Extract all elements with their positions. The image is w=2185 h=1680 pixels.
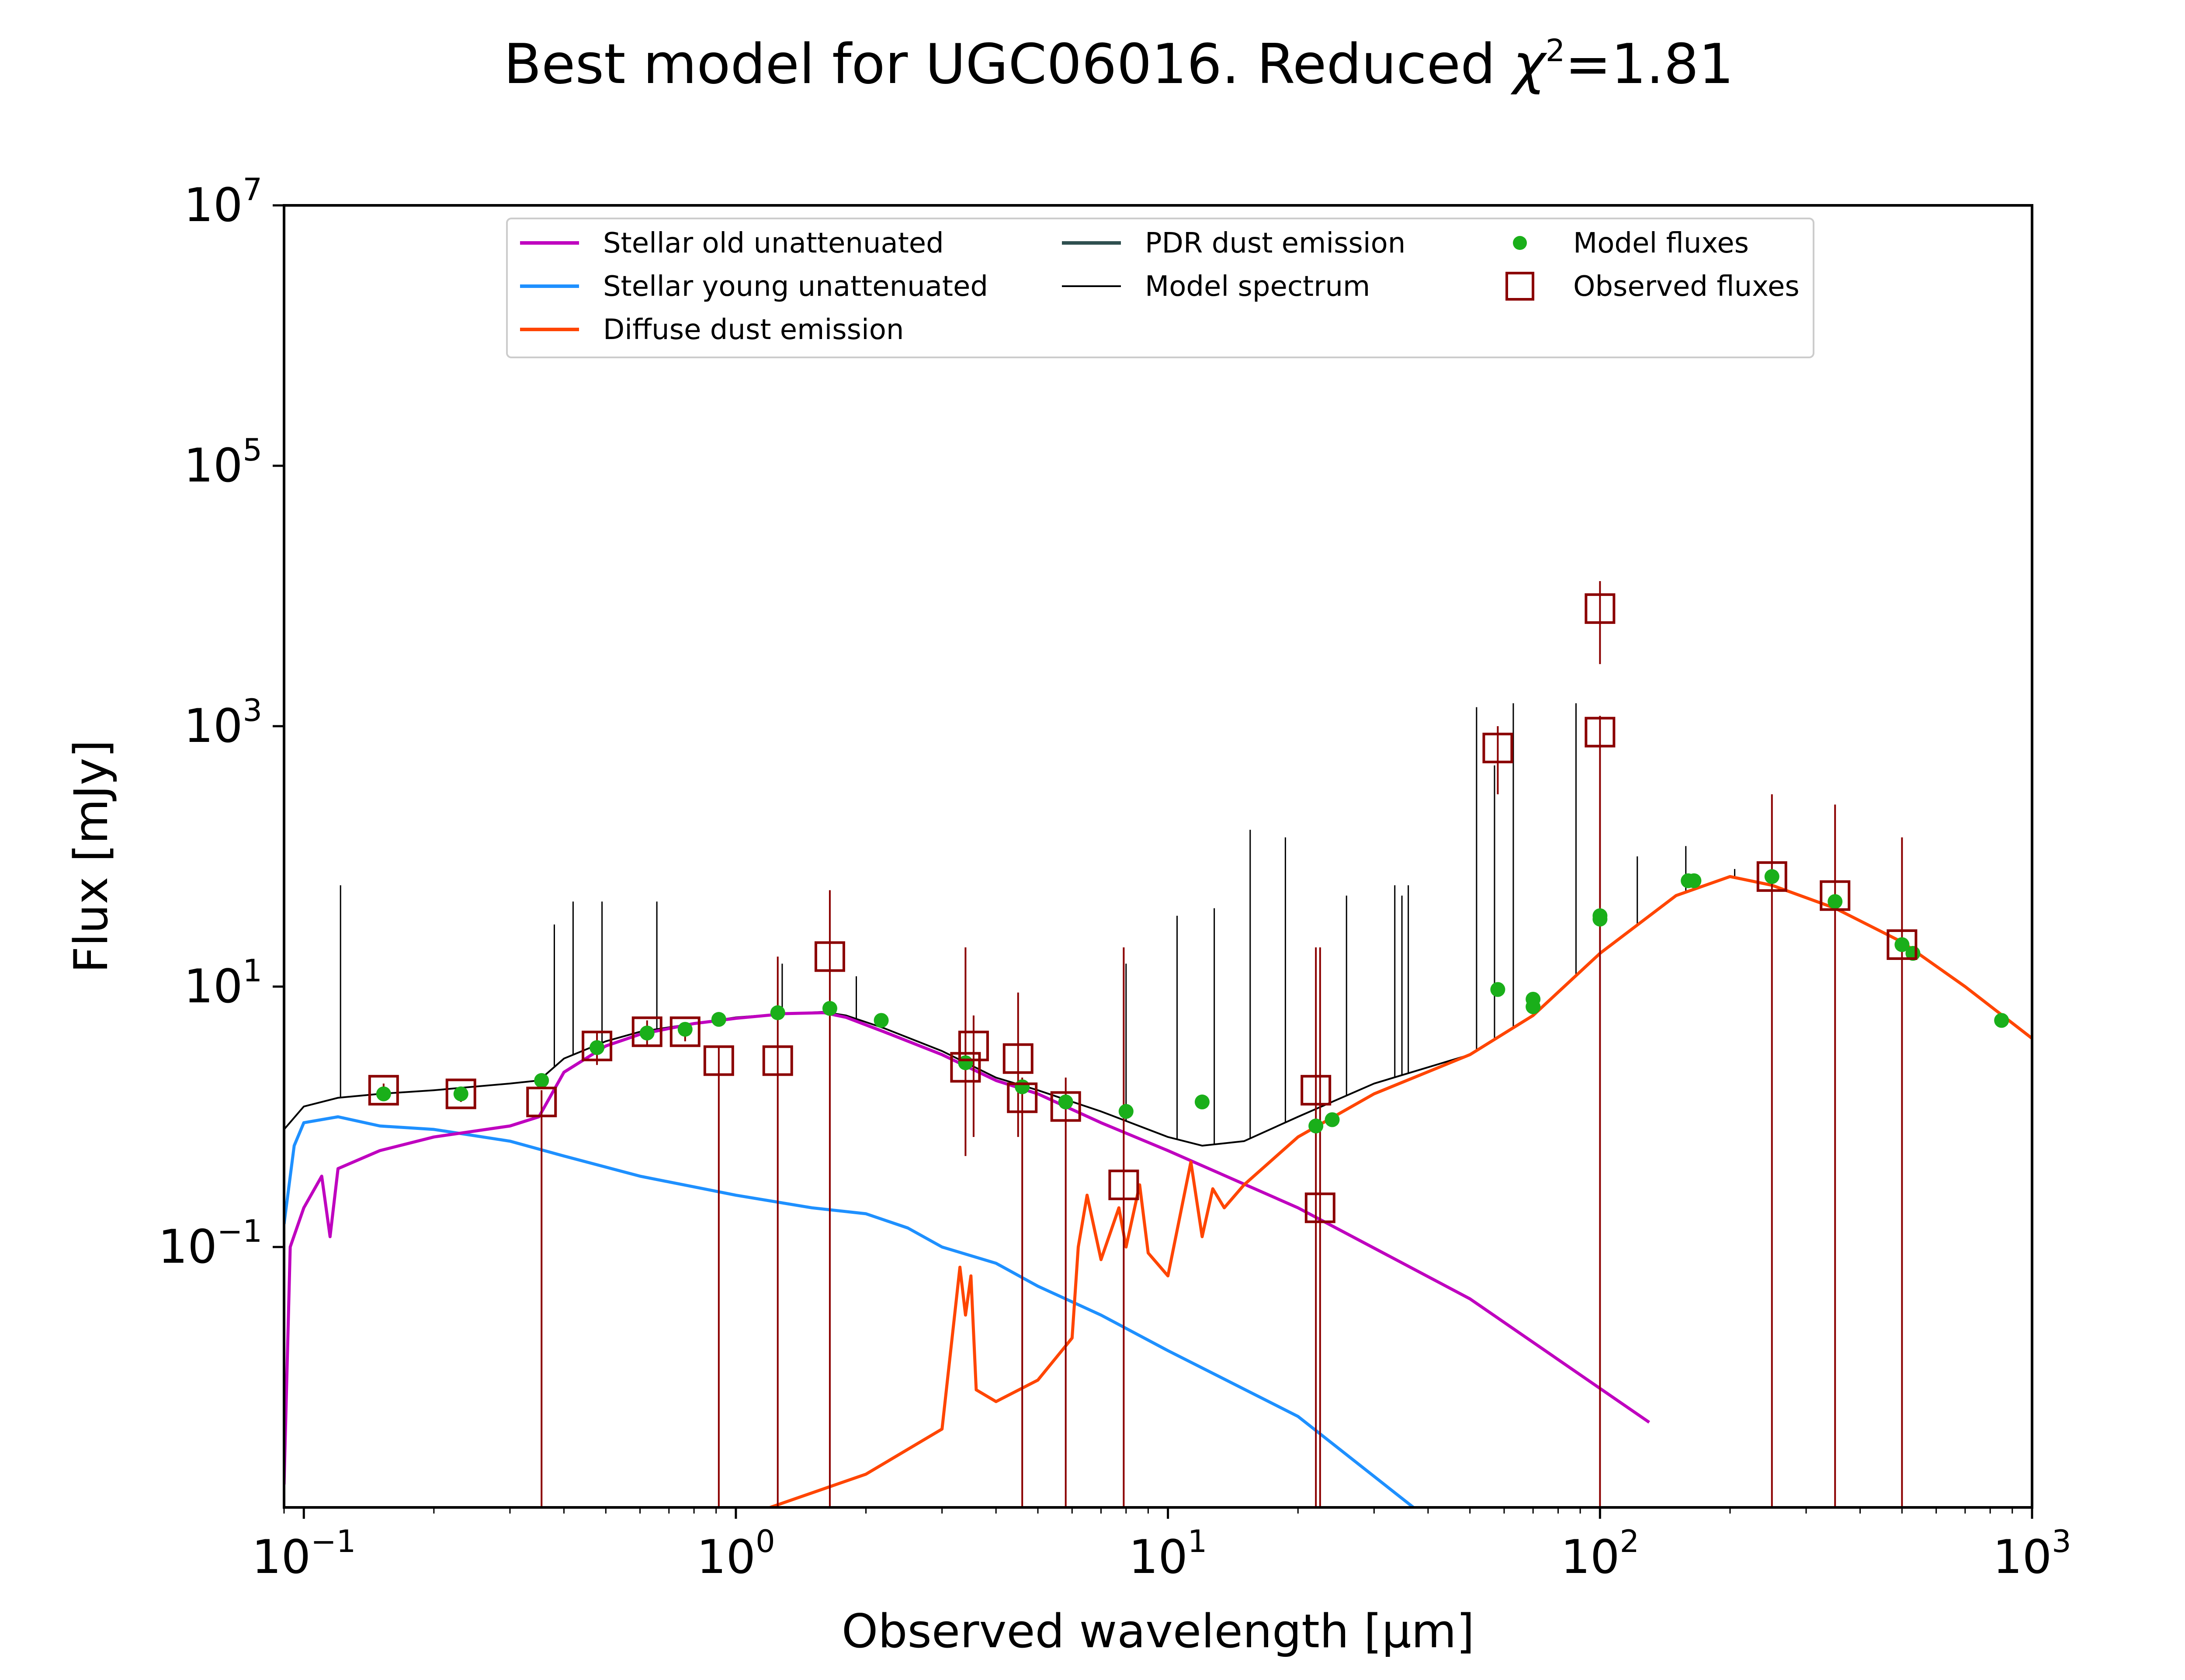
axes-layer: 10−1 100 101 102 103 10−1 101 103 105 107 [158,172,2071,1584]
legend-box [506,218,1814,358]
model-flux-point [1994,1013,2009,1028]
legend-label: Observed fluxes [1573,270,1800,303]
y-tick-label: 107 [184,172,262,232]
model-flux-point [1894,937,1910,952]
model-flux-point [1118,1104,1134,1119]
legend-label: Stellar young unattenuated [603,270,988,303]
x-tick-label: 103 [1993,1524,2071,1584]
observed-flux-point [1585,593,1616,624]
model-flux-point [376,1086,391,1102]
model-flux-point [1058,1095,1073,1110]
x-tick-label: 101 [1129,1524,1207,1584]
observed-flux-point [958,1030,989,1061]
observed-flux-point [1301,1075,1332,1106]
legend-label: Model fluxes [1573,227,1749,260]
observed-flux-point [669,1016,701,1047]
observed-flux-point [1304,1192,1335,1223]
x-tick-label: 100 [697,1524,775,1584]
observed-flux-point [1756,861,1787,892]
observed-flux-point [582,1030,613,1061]
y-tick-label: 103 [184,693,262,753]
legend-label: Model spectrum [1145,270,1370,303]
observed-flux-point [1050,1091,1081,1122]
model-flux-point [639,1025,655,1041]
model-flux-point [1194,1095,1210,1110]
stellar-young-line [284,1115,1415,1507]
observed-flux-point [1887,929,1918,960]
observed-flux-point [631,1016,662,1047]
plot-data-layer [284,581,2032,1507]
model-flux-point [1325,1112,1340,1127]
model-flux-point [1592,908,1608,923]
diffuse-dust-line [770,875,2032,1507]
x-axis-label: Observed wavelength [μm] [842,1604,1474,1658]
observed-flux-point [1007,1082,1038,1113]
x-tick-label: 102 [1561,1524,1639,1584]
observed-flux-point [1585,717,1616,748]
observed-flux-point [445,1078,476,1109]
model-flux-point [1764,869,1779,884]
observed-flux-point [1820,880,1851,911]
observed-flux-point [1482,732,1513,763]
model-flux-point [874,1013,889,1028]
y-tick-label: 105 [184,432,262,492]
legend-label: Diffuse dust emission [603,314,904,346]
model-flux-point [711,1012,726,1027]
observed-flux-point [950,1052,981,1083]
y-axis-label: Flux [mJy] [64,740,118,973]
observed-flux-point [1002,1043,1034,1074]
observed-flux-point [1108,1169,1139,1200]
model-flux-point [1308,1119,1324,1134]
model-flux-point [1015,1079,1030,1095]
observed-flux-point [814,941,845,972]
model-flux-point [590,1040,605,1055]
legend-label: PDR dust emission [1145,227,1405,260]
model-flux-point [1490,982,1505,997]
model-flux-point [1828,894,1843,909]
legend-swatch [1513,236,1527,250]
model-flux-point [1686,873,1702,888]
observed-flux-point [762,1045,793,1076]
x-tick-label: 10−1 [252,1524,356,1584]
model-flux-point [677,1022,693,1037]
model-flux-point [822,1001,837,1016]
y-tick-label: 10−1 [158,1213,262,1274]
model-flux-point [534,1073,549,1088]
model-flux-point [1526,999,1541,1015]
y-tick-label: 101 [184,953,262,1013]
model-flux-point [770,1005,785,1020]
stellar-old-line [284,1011,1650,1485]
observed-flux-point [526,1087,557,1118]
chart-title: Best model for UGC06016. Reduced χ2=1.81 [504,32,1734,96]
legend: Stellar old unattenuated Stellar young un… [506,218,1814,358]
observed-flux-point [703,1045,734,1076]
legend-label: Stellar old unattenuated [603,227,944,260]
model-flux-point [453,1086,468,1102]
observed-flux-point [368,1075,399,1106]
plot-frame [283,204,2033,1509]
legend-swatch [1505,272,1534,301]
